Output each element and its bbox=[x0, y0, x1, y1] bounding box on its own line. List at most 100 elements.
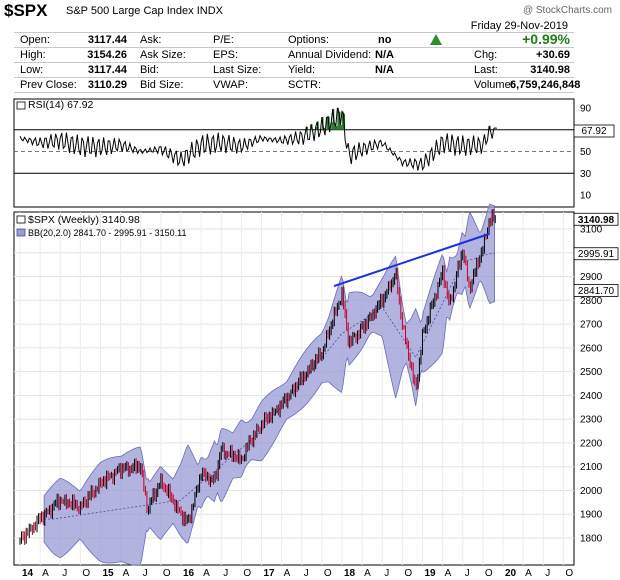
price-tick-label: 2000 bbox=[580, 486, 603, 497]
rsi-frame bbox=[13, 98, 575, 208]
x-tick-labels: 14 A J O 15 A J O 16 A J O 17 A J O 18 A J O 19 A J O 20 A J O bbox=[22, 568, 573, 579]
price-tag-box bbox=[573, 247, 619, 261]
x-tick-label: 15 bbox=[103, 568, 115, 579]
rsi-title: RSI(14) 67.92 bbox=[28, 99, 94, 111]
divider bbox=[14, 47, 574, 48]
price-tick-label: 2200 bbox=[580, 438, 603, 449]
price-tick-label: 1900 bbox=[580, 510, 603, 521]
rsi-line bbox=[19, 107, 496, 171]
open-value: 3117.44 bbox=[87, 34, 127, 46]
divider bbox=[14, 32, 574, 33]
open-label: Open: bbox=[20, 34, 50, 46]
vwap-label: VWAP: bbox=[213, 79, 249, 91]
options-value: no bbox=[378, 34, 392, 46]
low-value: 3117.44 bbox=[87, 64, 127, 76]
x-tick-label: J bbox=[143, 568, 148, 579]
bid-size-label: Bid Size: bbox=[140, 79, 184, 91]
x-tick-label: A bbox=[42, 568, 49, 579]
price-tick-label: 1800 bbox=[580, 534, 603, 545]
x-tick-label: A bbox=[203, 568, 210, 579]
x-tick-label: O bbox=[82, 568, 90, 579]
divider bbox=[14, 92, 574, 93]
index-name: S&P 500 Large Cap Index bbox=[66, 5, 194, 17]
price-tick-label: 2700 bbox=[580, 320, 603, 331]
low-label: Low: bbox=[20, 64, 44, 76]
price-legend: $SPX (Weekly) 3140.98 BB(20,2.0) 2841.70… bbox=[16, 214, 186, 238]
symbol-name: S&P 500 Large Cap Index INDX bbox=[66, 5, 223, 17]
percent-change: +0.99% bbox=[522, 31, 570, 47]
x-tick-label: 16 bbox=[183, 568, 195, 579]
price-tick-label: 2400 bbox=[580, 391, 603, 402]
rsi-grid bbox=[14, 129, 574, 174]
x-tick-label: J bbox=[304, 568, 309, 579]
yield-label: Yield: bbox=[288, 64, 316, 76]
price-tag-label: 2995.91 bbox=[578, 249, 615, 260]
price-subtitle: BB(20,2.0) 2841.70 - 2995.91 - 3150.11 bbox=[28, 228, 186, 238]
eps-label: EPS: bbox=[213, 49, 239, 61]
divider bbox=[14, 77, 574, 78]
price-legend-swatch bbox=[16, 215, 26, 224]
rsi-tick-label: 30 bbox=[580, 169, 592, 180]
sctr-label: SCTR: bbox=[288, 79, 321, 91]
price-tick-label: 3100 bbox=[580, 225, 603, 236]
quote-header: $SPX S&P 500 Large Cap Index INDX @ Stoc… bbox=[0, 0, 620, 100]
dividend-label: Annual Dividend: bbox=[288, 49, 372, 61]
x-tick-label: O bbox=[163, 568, 171, 579]
x-tick-label: 14 bbox=[22, 568, 34, 579]
rsi-legend-swatch bbox=[16, 101, 26, 110]
price-tick-labels: 3100300029002800270026002500240023002200… bbox=[580, 225, 603, 545]
volume-value: 6,759,246,848 bbox=[510, 79, 581, 91]
x-tick-label: J bbox=[384, 568, 389, 579]
prev-close-label: Prev Close: bbox=[20, 79, 77, 91]
x-tick-label: A bbox=[284, 568, 291, 579]
rsi-panel: 9070503010 RSI(14) 67.92 67.92 bbox=[13, 98, 615, 208]
bb-legend-swatch bbox=[16, 228, 26, 237]
price-tick-label: 2100 bbox=[580, 462, 603, 473]
x-tick-label: 18 bbox=[344, 568, 356, 579]
change-label: Chg: bbox=[474, 49, 498, 61]
divider bbox=[14, 62, 574, 63]
price-tick-label: 2500 bbox=[580, 367, 603, 378]
price-tags: 3140.98 2995.91 2841.70 bbox=[573, 212, 619, 297]
x-tick-label: O bbox=[404, 568, 412, 579]
price-candles bbox=[19, 208, 496, 545]
rsi-tick-label: 50 bbox=[580, 147, 592, 158]
options-label: Options: bbox=[288, 34, 329, 46]
x-tick-label: A bbox=[525, 568, 532, 579]
x-tick-label: O bbox=[324, 568, 332, 579]
x-tick-label: J bbox=[223, 568, 228, 579]
price-tag-box bbox=[573, 212, 619, 226]
last-size-label: Last Size: bbox=[213, 64, 262, 76]
price-panel: 3100300029002800270026002500240023002200… bbox=[13, 203, 619, 579]
yield-value: N/A bbox=[375, 64, 394, 76]
x-tick-label: J bbox=[62, 568, 67, 579]
rsi-tick-labels: 9070503010 bbox=[580, 103, 592, 201]
high-value: 3154.26 bbox=[87, 49, 127, 61]
ask-size-label: Ask Size: bbox=[140, 49, 186, 61]
x-tick-label: A bbox=[123, 568, 130, 579]
x-tick-label: 19 bbox=[425, 568, 437, 579]
x-tick-label: 17 bbox=[264, 568, 276, 579]
prev-close-value: 3110.29 bbox=[87, 79, 127, 91]
price-tick-label: 2300 bbox=[580, 415, 603, 426]
price-title: $SPX (Weekly) 3140.98 bbox=[28, 214, 140, 226]
price-tick-label: 2600 bbox=[580, 343, 603, 354]
x-tick-label: 20 bbox=[505, 568, 517, 579]
rsi-value-label: 67.92 bbox=[581, 126, 606, 137]
bid-label: Bid: bbox=[140, 64, 159, 76]
bollinger-band bbox=[43, 203, 495, 566]
ask-label: Ask: bbox=[140, 34, 162, 46]
rsi-legend: RSI(14) 67.92 bbox=[16, 99, 94, 111]
x-tick-label: A bbox=[364, 568, 371, 579]
x-tick-label: O bbox=[565, 568, 573, 579]
x-tick-label: O bbox=[243, 568, 251, 579]
price-frame bbox=[13, 211, 575, 566]
price-tick-label: 2900 bbox=[580, 272, 603, 283]
up-arrow-icon bbox=[430, 34, 442, 45]
price-tag-label: 3140.98 bbox=[578, 215, 615, 226]
quote-date: Friday 29-Nov-2019 bbox=[470, 20, 568, 32]
rsi-overbought-fill bbox=[306, 107, 497, 130]
last-label: Last: bbox=[474, 64, 498, 76]
exchange: INDX bbox=[196, 5, 223, 17]
